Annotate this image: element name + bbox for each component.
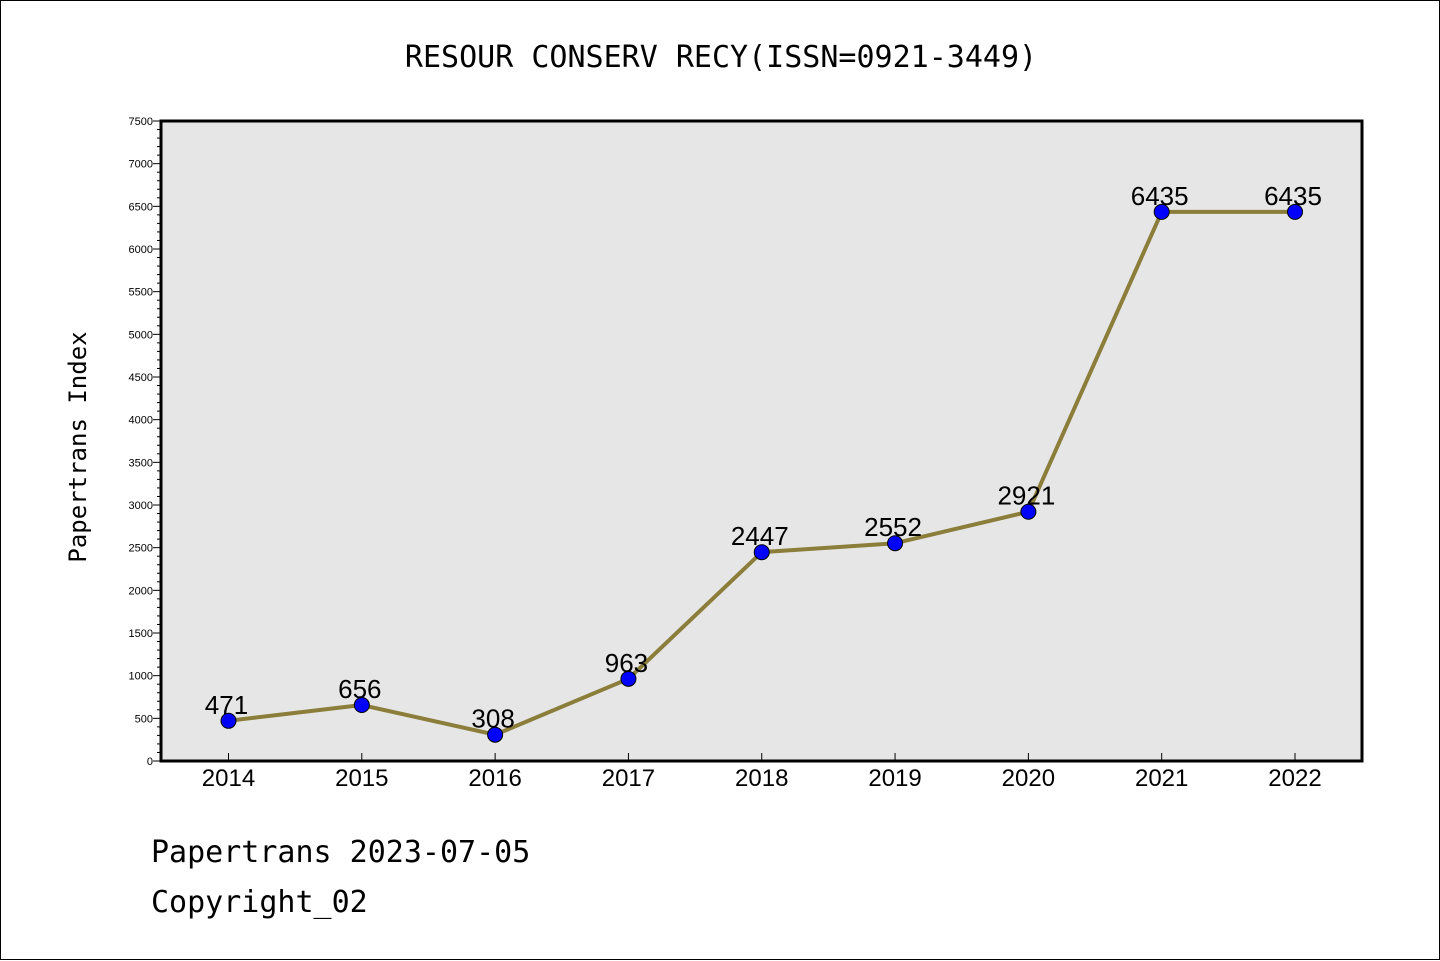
y-tick-label: 3500 — [129, 457, 153, 469]
x-tick-label: 2014 — [202, 765, 255, 792]
y-tick-label: 7500 — [129, 116, 153, 128]
data-point — [353, 697, 370, 714]
y-tick-label: 2000 — [129, 585, 153, 597]
y-tick-label: 1500 — [129, 628, 153, 640]
data-label: 308 — [471, 704, 514, 734]
y-tick-label: 4500 — [129, 372, 153, 384]
y-tick-label: 6500 — [129, 201, 153, 213]
data-point — [887, 535, 904, 552]
data-point — [1287, 203, 1303, 220]
footer-copyright: Copyright_02 — [151, 885, 368, 920]
x-axis-ticks: 2014 2015 2016 2017 2018 2019 2020 2021 2022 — [202, 753, 1322, 792]
y-tick-label: 6000 — [129, 244, 153, 256]
data-label: 963 — [605, 648, 648, 678]
x-tick-label: 2017 — [602, 765, 655, 792]
data-label: 2921 — [997, 481, 1055, 511]
data-label: 656 — [338, 674, 381, 704]
x-tick-label: 2019 — [868, 765, 921, 792]
y-tick-label: 5000 — [129, 329, 153, 341]
data-point — [620, 670, 637, 687]
data-markers — [220, 203, 1303, 743]
x-tick-label: 2022 — [1268, 765, 1321, 792]
y-axis-ticks: 0 500 1000 1500 2000 2500 3000 3500 4000 4500 5000… — [129, 116, 161, 768]
y-tick-label: 4000 — [129, 415, 153, 427]
x-tick-label: 2018 — [735, 765, 788, 792]
x-tick-label: 2016 — [468, 765, 521, 792]
data-label: 6435 — [1264, 181, 1322, 211]
data-label: 2447 — [731, 521, 789, 551]
footer-date: Papertrans 2023-07-05 — [151, 835, 531, 870]
plot-border — [159, 119, 1364, 763]
y-tick-label: 0 — [147, 756, 153, 768]
data-point — [487, 726, 504, 743]
data-point — [753, 544, 770, 561]
data-labels: 471 656 308 963 2447 2552 2921 6435 6435 — [205, 181, 1322, 734]
data-point — [1020, 503, 1037, 520]
y-tick-label: 7000 — [129, 159, 153, 171]
y-tick-label: 2500 — [129, 543, 153, 555]
data-point — [1153, 203, 1170, 220]
chart-title: RESOUR CONSERV RECY(ISSN=0921-3449) — [405, 40, 1037, 75]
data-point — [220, 712, 237, 729]
y-tick-label: 5500 — [129, 287, 153, 299]
plot-area — [161, 121, 1362, 761]
y-tick-label: 1000 — [129, 671, 153, 683]
data-label: 6435 — [1131, 181, 1189, 211]
y-tick-label: 3000 — [129, 500, 153, 512]
data-label: 2552 — [864, 512, 922, 542]
data-label: 471 — [205, 690, 248, 720]
x-tick-label: 2015 — [335, 765, 388, 792]
y-tick-label: 500 — [135, 713, 153, 725]
x-tick-label: 2021 — [1135, 765, 1188, 792]
x-tick-label: 2020 — [1002, 765, 1055, 792]
y-axis-label: Papertrans Index — [64, 331, 92, 562]
